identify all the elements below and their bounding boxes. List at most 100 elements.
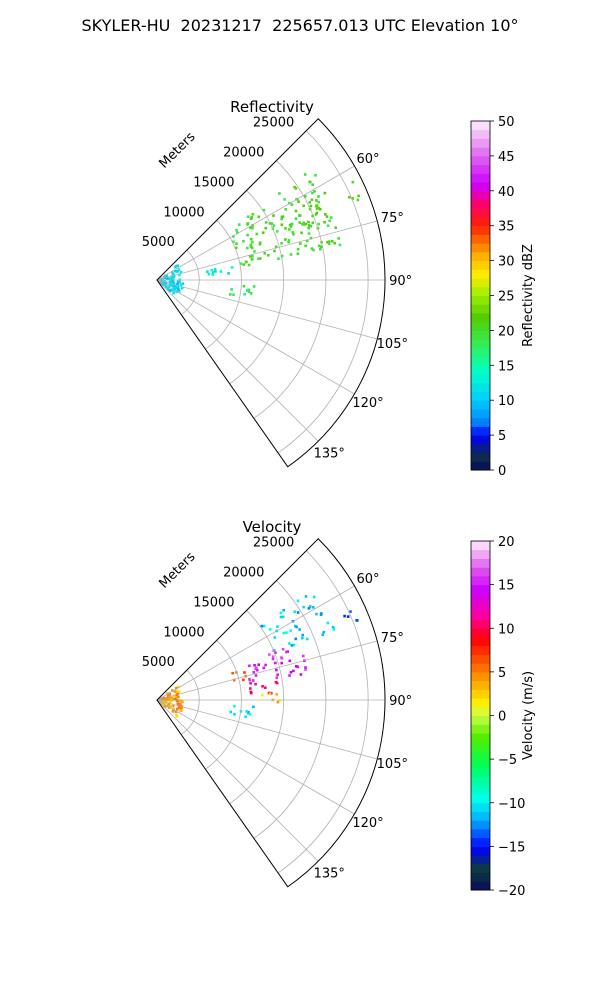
r-echo-gate	[249, 237, 253, 241]
r-echo-gate	[328, 219, 331, 223]
r-echo-gate	[176, 270, 179, 273]
r-echo-gate	[247, 290, 251, 293]
r-echo-gate	[311, 214, 314, 218]
v-echo-gate	[355, 619, 358, 622]
v-echo-gate	[331, 625, 335, 629]
r-echo-gate	[174, 269, 177, 273]
r-echo-gate	[327, 242, 331, 245]
r-range-tick-label: 25000	[253, 116, 294, 131]
r-echo-gate	[247, 288, 251, 292]
r-echo-gate	[317, 206, 321, 210]
r-echo-gate	[315, 207, 319, 210]
v-echo-gate	[349, 610, 352, 613]
v-colorbar-segment	[471, 541, 490, 551]
r-echo-gate	[309, 236, 313, 240]
reflectivity-chart: Reflectivity 5000 10000 15000 20000 25000 Mete…	[142, 98, 536, 479]
r-echo-gate	[164, 285, 168, 289]
v-echo-gate	[281, 647, 285, 651]
v-echo-gate	[171, 689, 174, 692]
r-echo-gate	[310, 198, 314, 201]
r-echo-gate	[317, 200, 320, 204]
v-echo-gate	[299, 673, 303, 676]
v-colorbar-segment	[471, 715, 490, 725]
v-echo-gate	[279, 611, 283, 615]
r-echo-gate	[258, 241, 262, 245]
r-colorbar-segment	[471, 278, 490, 288]
v-echo-gate	[292, 643, 296, 647]
v-echo-gate	[177, 685, 180, 689]
v-colorbar-segment	[471, 741, 490, 751]
v-echo-gate	[252, 671, 256, 674]
v-echo-gate	[280, 657, 284, 660]
r-echo-gate	[334, 226, 337, 229]
r-echo-gate	[249, 245, 253, 248]
v-range-gridline	[180, 669, 200, 735]
r-echo-gate	[327, 240, 331, 243]
v-echo-gate	[181, 700, 184, 704]
v-range-tick-label: 5000	[142, 655, 175, 670]
r-echo-gate	[309, 225, 312, 228]
r-echo-gate	[278, 192, 281, 195]
r-echo-gate	[299, 214, 302, 217]
v-colorbar-segment	[471, 549, 490, 559]
v-angle-tick-label: 120°	[352, 816, 383, 831]
v-colorbar-segment	[471, 706, 490, 716]
r-echo-gate	[337, 237, 340, 240]
r-colorbar-segment	[471, 164, 490, 174]
v-echo-gate	[274, 680, 278, 684]
r-echo-gate	[326, 240, 329, 244]
v-echo-gate	[169, 697, 172, 701]
r-echo-gate	[257, 257, 260, 261]
r-echo-gate	[270, 222, 274, 225]
v-colorbar-segment	[471, 794, 490, 804]
r-echo-gate	[307, 232, 311, 235]
v-colorbar-segment	[471, 767, 490, 778]
v-echo-gate	[162, 703, 166, 707]
v-echo-gate	[177, 690, 181, 694]
r-echo-gate	[319, 247, 322, 251]
r-echo-gate	[235, 228, 238, 232]
r-range-tick-label: 20000	[223, 146, 264, 161]
r-echo-gate	[277, 257, 280, 260]
v-echo-gate	[173, 694, 176, 698]
v-colorbar-segment	[471, 558, 490, 568]
v-colorbar-segment	[471, 602, 490, 612]
r-angle-gridline	[156, 165, 355, 281]
v-echo-gate	[248, 678, 252, 682]
r-echo-gate	[329, 216, 333, 219]
r-colorbar-segment	[471, 391, 490, 401]
r-echo-gate	[317, 244, 321, 248]
r-echo-gate	[357, 194, 360, 198]
v-echo-gate	[263, 624, 266, 628]
v-colorbar-tick-label: −15	[498, 840, 525, 855]
v-echo-gate	[295, 665, 298, 668]
r-echo-gate	[312, 248, 315, 252]
r-echo-gate	[180, 286, 184, 290]
r-echo-gate	[230, 266, 234, 269]
r-angle-gridline	[156, 279, 355, 395]
v-echo-gate	[170, 705, 174, 708]
v-echo-gate	[293, 610, 296, 613]
r-echo-gate	[246, 233, 249, 237]
v-colorbar-segment	[471, 619, 490, 629]
v-echo-gate	[275, 668, 278, 672]
r-echo-gate	[351, 180, 355, 184]
r-echo-gate	[255, 232, 259, 236]
r-colorbar-segment	[471, 234, 490, 244]
r-colorbar-segment	[471, 304, 490, 314]
r-echo-gate	[263, 252, 266, 255]
r-echo-gate	[227, 272, 230, 275]
v-colorbar-tick-label: 20	[498, 535, 515, 550]
r-range-gridline	[277, 130, 369, 454]
r-colorbar-segment	[471, 190, 490, 201]
r-echo-gate	[251, 257, 254, 261]
r-echo-gate	[166, 288, 170, 291]
v-echo-gate	[296, 599, 300, 603]
v-echo-gate	[275, 693, 278, 696]
v-echo-gate	[332, 628, 336, 631]
v-colorbar-segment	[471, 785, 490, 795]
r-echo-gate	[287, 238, 291, 242]
r-echo-gate	[307, 220, 310, 224]
r-colorbar-segment	[471, 208, 490, 218]
r-echo-gate	[178, 280, 181, 284]
